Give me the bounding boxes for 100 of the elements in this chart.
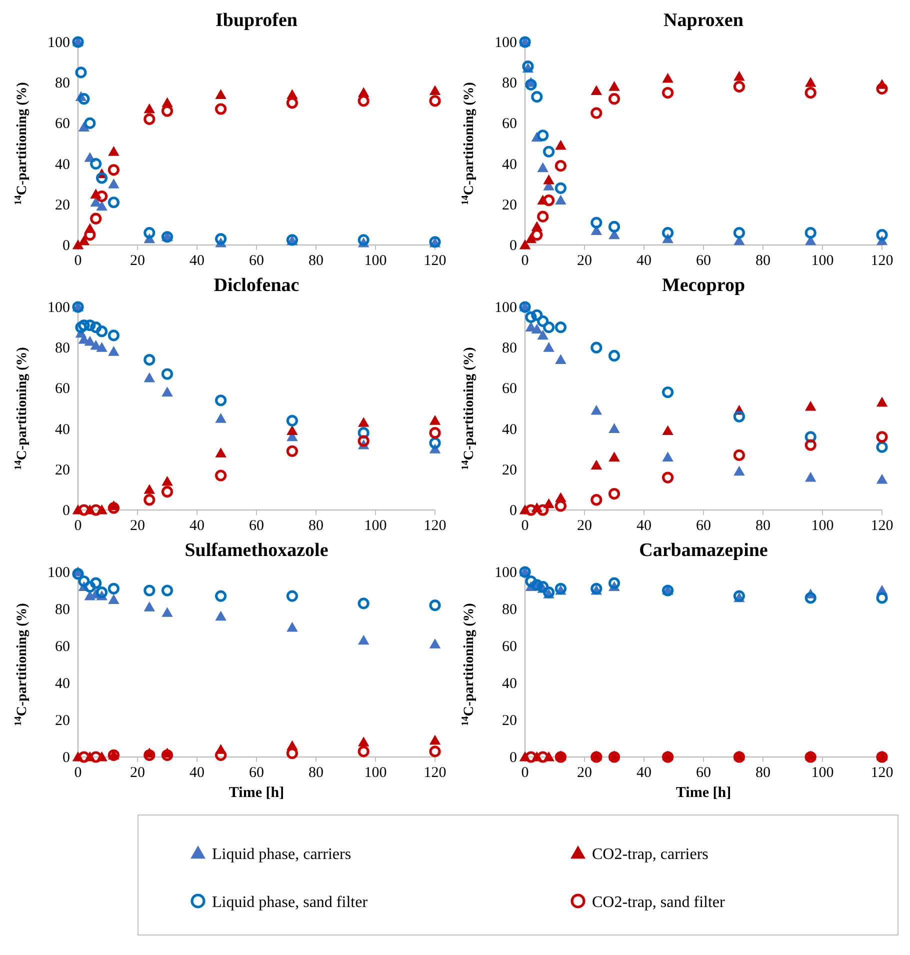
y-tick-label: 40 xyxy=(502,156,517,173)
y-tick-label: 20 xyxy=(55,713,70,729)
point xyxy=(286,622,298,632)
x-tick-label: 20 xyxy=(130,518,145,534)
point xyxy=(537,751,549,763)
x-tick-label: 120 xyxy=(870,253,894,269)
point xyxy=(525,311,537,323)
y-tick-label: 80 xyxy=(55,340,70,357)
chart-title: Diclofenac xyxy=(214,275,300,296)
y-tick-label: 0 xyxy=(510,503,517,519)
x-tick-label: 120 xyxy=(870,765,894,781)
y-tick-label: 100 xyxy=(48,300,70,316)
point xyxy=(525,504,537,516)
point xyxy=(662,72,674,83)
point xyxy=(608,423,620,434)
point xyxy=(161,105,174,117)
point xyxy=(96,586,108,598)
y-tick-label: 20 xyxy=(502,197,517,214)
y-tick-label: 40 xyxy=(55,156,70,173)
x-tick-label: 100 xyxy=(364,765,387,781)
point xyxy=(72,239,84,250)
y-tick-label: 20 xyxy=(55,197,70,214)
y-tick-label: 100 xyxy=(494,35,517,51)
point xyxy=(286,414,298,426)
x-tick-label: 100 xyxy=(811,518,834,534)
x-tick-label: 100 xyxy=(364,518,387,534)
point xyxy=(358,746,370,758)
point xyxy=(555,194,566,205)
point xyxy=(537,330,548,340)
y-tick-label: 0 xyxy=(510,750,517,766)
x-tick-label: 0 xyxy=(74,765,82,781)
point xyxy=(215,610,226,621)
x-tick-label: 20 xyxy=(130,253,145,269)
point xyxy=(84,229,96,241)
point xyxy=(215,470,227,482)
x-tick-label: 80 xyxy=(756,518,770,534)
x-tick-label: 100 xyxy=(364,253,387,269)
x-tick-label: 20 xyxy=(577,518,592,534)
point xyxy=(543,174,554,184)
x-tick-label: 40 xyxy=(636,765,652,781)
point xyxy=(144,113,156,125)
y-tick-label: 40 xyxy=(502,676,517,692)
x-tick-label: 20 xyxy=(130,765,145,781)
point xyxy=(78,319,90,332)
point xyxy=(608,81,620,91)
y-tick-label: 20 xyxy=(55,462,70,478)
point xyxy=(162,607,173,617)
point xyxy=(429,638,441,648)
point xyxy=(96,326,108,338)
point xyxy=(662,751,674,763)
point xyxy=(358,435,370,447)
y-tick-label: 40 xyxy=(55,422,70,438)
chart-title: Ibuprofen xyxy=(215,10,298,31)
x-tick-label: 0 xyxy=(521,765,529,781)
y-tick-label: 80 xyxy=(55,76,70,92)
y-tick-label: 40 xyxy=(502,422,517,438)
point xyxy=(286,97,298,109)
point xyxy=(555,354,566,364)
point xyxy=(358,234,370,246)
point xyxy=(144,484,156,494)
x-tick-label: 60 xyxy=(696,765,711,781)
point xyxy=(543,146,555,158)
point xyxy=(733,80,745,92)
point xyxy=(608,452,620,462)
x-tick-label: 80 xyxy=(756,765,770,781)
point xyxy=(90,577,102,589)
point xyxy=(90,212,102,224)
x-tick-label: 0 xyxy=(74,518,82,534)
point xyxy=(78,504,90,516)
point xyxy=(537,315,549,328)
point xyxy=(590,751,602,763)
point xyxy=(358,417,370,427)
point xyxy=(733,751,745,763)
point xyxy=(108,346,120,356)
point xyxy=(531,229,543,241)
point xyxy=(876,441,888,453)
x-tick-label: 40 xyxy=(190,253,204,269)
point xyxy=(590,342,602,354)
legend-label: CO2-trap, carriers xyxy=(592,846,708,863)
point xyxy=(608,577,620,589)
point xyxy=(531,309,543,321)
point xyxy=(215,413,226,423)
y-tick-label: 100 xyxy=(494,300,517,316)
y-tick-label: 20 xyxy=(502,462,517,478)
x-tick-label: 100 xyxy=(811,253,834,269)
x-tick-label: 100 xyxy=(811,765,834,781)
point xyxy=(144,584,156,596)
point xyxy=(215,749,227,761)
point xyxy=(804,400,816,411)
point xyxy=(108,582,120,594)
x-tick-label: 20 xyxy=(577,765,592,781)
point xyxy=(108,502,120,514)
chart-title: Carbamazepine xyxy=(639,540,768,561)
point xyxy=(804,86,816,99)
point xyxy=(161,486,174,498)
point xyxy=(90,158,102,170)
y-tick-label: 60 xyxy=(502,381,517,398)
point xyxy=(554,160,566,172)
point xyxy=(78,235,90,246)
point xyxy=(429,437,441,449)
